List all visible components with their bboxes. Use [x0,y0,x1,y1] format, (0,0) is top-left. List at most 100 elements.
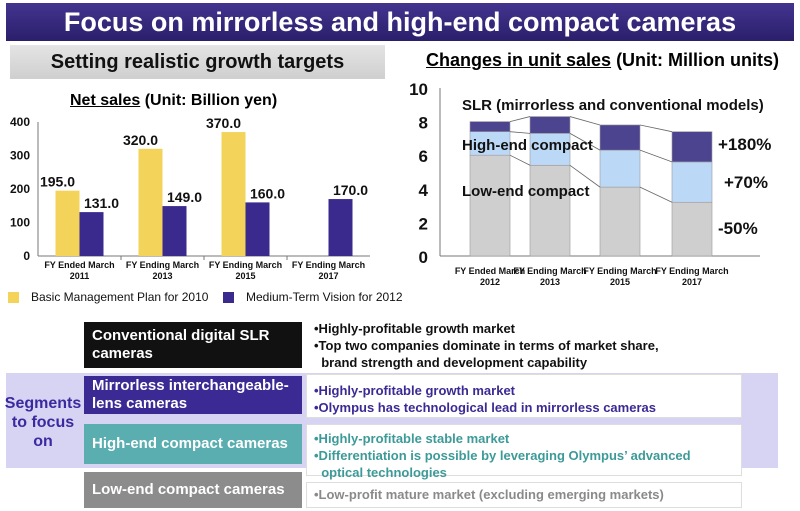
net-sales-y-tick-label: 400 [10,115,30,129]
unit-sales-y-tick-label: 6 [419,147,428,166]
unit-sales-annotation: +180% [718,135,771,154]
unit-sales-y-tick-label: 4 [419,181,429,200]
net-sales-x-tick-label: FY Ending March [209,260,282,270]
unit-sales-x-tick-label: 2013 [540,277,560,287]
desc-box-high-end [306,424,742,476]
legend-item-medium-term: Medium-Term Vision for 2012 [223,290,403,304]
segment-description: •Low-profit mature market (excluding eme… [314,486,664,503]
segment-category-label: High-end compact cameras [84,424,302,464]
unit-sales-bar-segment [469,154,511,257]
net-sales-bar [162,206,187,256]
desc-box-mirrorless [306,374,742,418]
unit-sales-x-tick-label: FY Ending March [583,266,656,276]
net-sales-data-label: 160.0 [250,185,285,201]
unit-sales-series-label: Low-end compact [462,183,590,200]
desc-box-low-end [306,482,742,508]
unit-sales-x-tick-label: FY Ending March [655,266,728,276]
legend-label-basic-plan: Basic Management Plan for 2010 [31,290,209,304]
unit-sales-bar-segment [529,164,571,257]
net-sales-x-tick-label: FY Ending March [292,260,365,270]
net-sales-data-label: 320.0 [123,132,158,148]
unit-sales-y-tick-label: 2 [419,214,428,233]
segments-label: Segments to focus on [4,395,82,450]
unit-sales-title-text: Changes in unit sales [426,50,612,70]
unit-sales-unit: (Unit: Million units) [616,50,780,70]
unit-sales-bar-segment [599,186,641,257]
unit-sales-bar-segment [671,131,713,163]
segment-description: •Highly-profitable growth market •Olympus… [314,382,656,416]
segment-description-line: •Highly-profitable stable market [314,431,510,446]
unit-sales-bar-segment [529,116,571,134]
unit-sales-annotation: -50% [718,219,758,238]
legend-swatch-medium-term [223,291,234,303]
segment-description-line: •Highly-profitable growth market [314,383,516,398]
unit-sales-connector-line [569,133,601,151]
unit-sales-bar-segment [671,161,713,203]
net-sales-data-label: 149.0 [167,189,202,205]
net-sales-x-tick-label: FY Ended March [44,260,114,270]
net-sales-y-tick-label: 100 [10,216,30,230]
net-sales-x-tick-label: 2011 [70,271,90,281]
net-sales-bar [138,148,163,256]
unit-sales-y-tick-label: 10 [409,80,428,99]
net-sales-y-tick-label: 0 [23,249,30,263]
net-sales-unit: (Unit: Billion yen) [144,92,278,109]
unit-sales-bar-segment [671,201,713,257]
net-sales-bar [55,190,80,256]
unit-sales-title: Changes in unit sales (Unit: Million uni… [426,50,779,71]
net-sales-title-text: Net sales [70,92,141,109]
unit-sales-x-tick-label: 2017 [682,277,702,287]
unit-sales-connector-line [639,149,673,163]
unit-sales-series-label: SLR (mirrorless and conventional models) [462,97,764,114]
net-sales-data-label: 195.0 [40,174,75,190]
net-sales-x-tick-label: 2017 [318,271,338,281]
unit-sales-connector-line [509,116,531,122]
segment-description-line: brand strength and development capabilit… [314,355,588,370]
net-sales-y-tick-label: 300 [10,149,30,163]
segment-description-line: optical technologies [314,465,447,480]
net-sales-data-label: 170.0 [333,182,368,198]
net-sales-x-tick-label: FY Ending March [126,260,199,270]
unit-sales-bar-segment [469,121,511,132]
unit-sales-series-label: High-end compact [462,137,593,154]
net-sales-x-tick-label: 2015 [235,271,255,281]
unit-sales-bar-segment [599,124,641,151]
net-sales-data-label: 131.0 [84,195,119,211]
net-sales-bar [79,212,104,256]
net-sales-bar [328,199,353,256]
unit-sales-connector-line [569,164,601,188]
legend-label-medium-term: Medium-Term Vision for 2012 [246,290,403,304]
unit-sales-bar-segment [529,133,571,166]
legend-swatch-basic-plan [8,291,19,303]
page-title: Focus on mirrorless and high-end compact… [6,3,794,41]
unit-sales-annotation: +70% [724,173,768,192]
unit-sales-bar-segment [599,149,641,188]
unit-sales-connector-line [509,131,531,134]
unit-sales-connector-line [639,186,673,203]
segment-category-label: Conventional digital SLR cameras [84,322,302,368]
net-sales-y-tick-label: 200 [10,182,30,196]
unit-sales-connector-line [639,124,673,133]
net-sales-title: Net sales (Unit: Billion yen) [70,92,277,110]
segment-description-line: •Low-profit mature market (excluding eme… [314,487,664,502]
net-sales-data-label: 370.0 [206,115,241,131]
segment-description: •Highly-profitable growth market •Top two… [314,320,659,371]
unit-sales-y-tick-label: 8 [419,114,428,133]
unit-sales-x-tick-label: FY Ended March [455,266,525,276]
segment-category-label: Low-end compact cameras [84,472,302,508]
segment-description-line: •Top two companies dominate in terms of … [314,338,659,353]
segment-description-line: •Differentiation is possible by leveragi… [314,448,691,463]
segment-description-line: •Olympus has technological lead in mirro… [314,400,656,415]
net-sales-bar [221,132,246,256]
unit-sales-x-tick-label: FY Ending March [513,266,586,276]
segment-category-label: Mirrorless interchangeable-lens cameras [84,376,302,414]
unit-sales-y-tick-label: 0 [419,248,428,267]
unit-sales-x-tick-label: 2015 [610,277,630,287]
segment-description-line: •Highly-profitable growth market [314,321,516,336]
unit-sales-connector-line [569,116,601,126]
unit-sales-connector-line [509,154,531,166]
left-subhead: Setting realistic growth targets [10,45,385,79]
segment-description: •Highly-profitable stable market •Differe… [314,430,691,481]
unit-sales-x-tick-label: 2012 [480,277,500,287]
